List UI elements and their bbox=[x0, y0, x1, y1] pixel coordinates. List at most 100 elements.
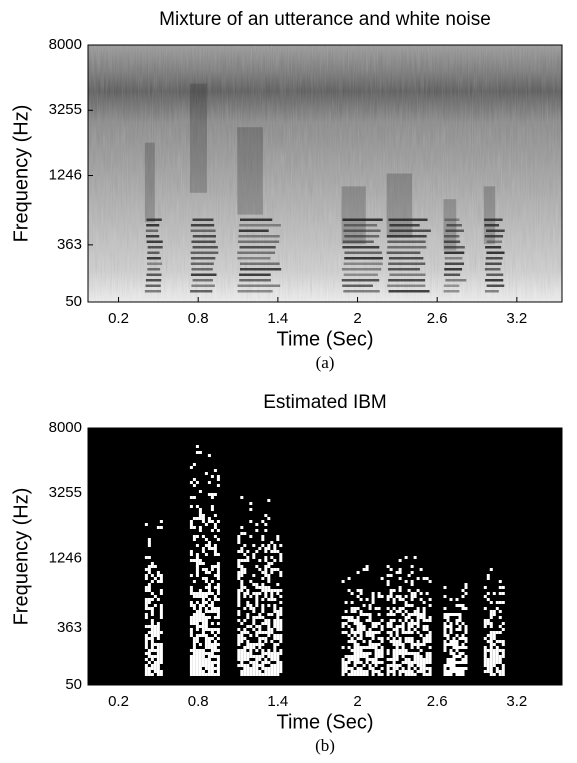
mask-cell bbox=[243, 586, 247, 589]
mask-cell bbox=[192, 526, 196, 529]
mask-cell bbox=[156, 664, 160, 667]
mask-cell bbox=[486, 622, 490, 625]
mask-cell bbox=[374, 607, 378, 610]
mask-cell bbox=[213, 574, 217, 577]
mask-cell bbox=[371, 670, 375, 673]
mask-cell bbox=[443, 607, 447, 610]
mask-cell bbox=[371, 658, 375, 661]
mask-cell bbox=[216, 538, 220, 541]
mask-cell bbox=[341, 625, 345, 628]
mask-cell bbox=[501, 655, 505, 658]
mask-cell bbox=[273, 664, 277, 667]
mask-cell bbox=[198, 664, 202, 667]
mask-cell bbox=[252, 643, 256, 646]
harmonic bbox=[445, 229, 464, 232]
mask-cell bbox=[458, 673, 462, 676]
mask-cell bbox=[195, 595, 199, 598]
mask-cell bbox=[198, 649, 202, 652]
mask-cell bbox=[413, 622, 417, 625]
mask-cell bbox=[150, 625, 154, 628]
mask-cell bbox=[377, 607, 381, 610]
mask-cell bbox=[195, 664, 199, 667]
mask-cell bbox=[389, 568, 393, 571]
mask-cell bbox=[422, 610, 426, 613]
mask-cell bbox=[401, 649, 405, 652]
x-tick-label: 2 bbox=[353, 693, 361, 710]
harmonic bbox=[239, 268, 282, 271]
mask-cell bbox=[455, 673, 459, 676]
mask-cell bbox=[458, 667, 462, 670]
mask-cell bbox=[413, 556, 417, 559]
mask-cell bbox=[276, 658, 280, 661]
mask-cell bbox=[410, 646, 414, 649]
mask-cell bbox=[216, 673, 220, 676]
mask-cell bbox=[464, 646, 468, 649]
mask-cell bbox=[368, 646, 372, 649]
mask-cell bbox=[210, 565, 214, 568]
mask-cell bbox=[159, 580, 163, 583]
mask-cell bbox=[237, 610, 241, 613]
mask-cell bbox=[455, 646, 459, 649]
mask-cell bbox=[404, 649, 408, 652]
mask-cell bbox=[386, 613, 390, 616]
mask-cell bbox=[452, 664, 456, 667]
mask-cell bbox=[377, 655, 381, 658]
mask-cell bbox=[246, 613, 250, 616]
mask-cell bbox=[461, 622, 465, 625]
mask-cell bbox=[398, 598, 402, 601]
mask-cell bbox=[407, 589, 411, 592]
mask-cell bbox=[495, 631, 499, 634]
mask-cell bbox=[267, 604, 271, 607]
mask-cell bbox=[216, 661, 220, 664]
mask-cell bbox=[380, 619, 384, 622]
mask-cell bbox=[216, 607, 220, 610]
mask-cell bbox=[189, 604, 193, 607]
mask-cell bbox=[198, 673, 202, 676]
mask-cell bbox=[198, 658, 202, 661]
mask-cell bbox=[492, 637, 496, 640]
mask-cell bbox=[246, 631, 250, 634]
mask-cell bbox=[279, 652, 283, 655]
mask-cell bbox=[273, 673, 277, 676]
mask-cell bbox=[216, 616, 220, 619]
mask-cell bbox=[210, 475, 214, 478]
mask-cell bbox=[276, 610, 280, 613]
mask-cell bbox=[243, 631, 247, 634]
mask-cell bbox=[150, 673, 154, 676]
mask-cell bbox=[249, 502, 253, 505]
harmonic bbox=[237, 290, 273, 293]
mask-cell bbox=[359, 646, 363, 649]
mask-cell bbox=[416, 589, 420, 592]
mask-cell bbox=[144, 664, 148, 667]
mask-cell bbox=[156, 649, 160, 652]
mask-cell bbox=[213, 514, 217, 517]
mask-cell bbox=[359, 598, 363, 601]
mask-cell bbox=[249, 535, 253, 538]
mask-cell bbox=[153, 643, 157, 646]
mask-cell bbox=[216, 577, 220, 580]
mask-cell bbox=[201, 616, 205, 619]
mask-cell bbox=[261, 520, 265, 523]
mask-cell bbox=[243, 619, 247, 622]
mask-cell bbox=[279, 619, 283, 622]
mask-cell bbox=[258, 559, 262, 562]
mask-cell bbox=[443, 628, 447, 631]
mask-cell bbox=[443, 664, 447, 667]
x-tick-label: 2.6 bbox=[427, 310, 448, 327]
mask-cell bbox=[201, 550, 205, 553]
mask-cell bbox=[419, 592, 423, 595]
mask-cell bbox=[279, 574, 283, 577]
mask-cell bbox=[195, 574, 199, 577]
mask-cell bbox=[264, 574, 268, 577]
mask-cell bbox=[395, 664, 399, 667]
mask-cell bbox=[147, 655, 151, 658]
mask-cell bbox=[404, 658, 408, 661]
mask-cell bbox=[492, 658, 496, 661]
mask-cell bbox=[255, 634, 259, 637]
mask-cell bbox=[416, 658, 420, 661]
mask-cell bbox=[410, 673, 414, 676]
mask-cell bbox=[156, 634, 160, 637]
y-tick-label: 8000 bbox=[49, 36, 82, 53]
mask-cell bbox=[489, 637, 493, 640]
mask-cell bbox=[147, 673, 151, 676]
